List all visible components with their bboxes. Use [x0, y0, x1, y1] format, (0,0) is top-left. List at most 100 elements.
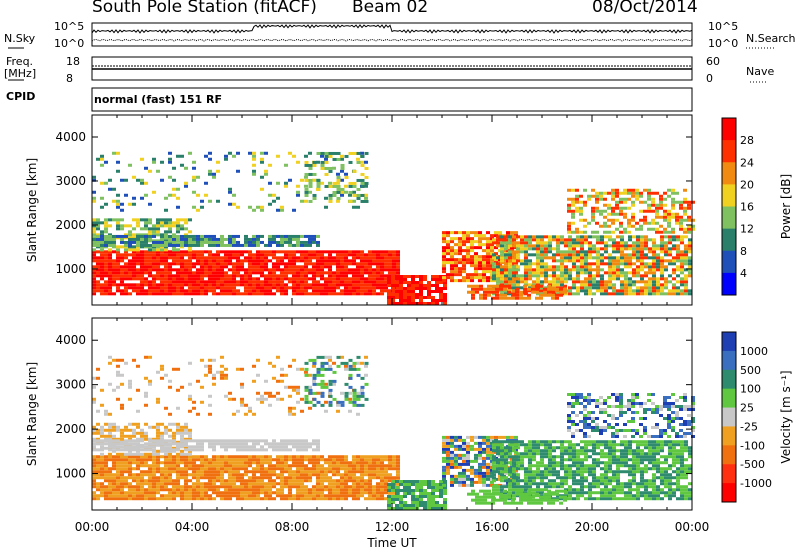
echo-cell [312, 193, 317, 197]
echo-cell [660, 274, 664, 278]
echo-cell [482, 267, 486, 271]
echo-cell [352, 485, 356, 489]
echo-cell [156, 488, 160, 492]
echo-cell [560, 238, 564, 242]
echo-cell [224, 292, 228, 296]
echo-cell [200, 286, 204, 290]
echo-cell [628, 256, 632, 260]
echo-cell [336, 151, 341, 155]
echo-cell [588, 241, 592, 245]
echo-cell [364, 268, 368, 272]
echo-cell [128, 262, 132, 266]
echo-cell [627, 197, 631, 201]
echo-cell [659, 200, 663, 204]
echo-cell [627, 224, 631, 228]
echo-cell [446, 234, 450, 238]
echo-cell [680, 253, 684, 257]
echo-cell [168, 157, 172, 161]
echo-cell [675, 212, 679, 216]
echo-cell [160, 250, 164, 254]
echo-cell [592, 262, 596, 266]
echo-cell [384, 491, 388, 495]
echo-cell [280, 373, 284, 377]
echo-cell [680, 265, 684, 269]
echo-cell [280, 292, 284, 296]
echo-cell [672, 277, 676, 281]
echo-cell [316, 467, 320, 471]
echo-cell [176, 262, 180, 266]
echo-cell [164, 473, 168, 477]
echo-cell [583, 224, 587, 228]
echo-cell [288, 268, 292, 272]
echo-cell [372, 485, 376, 489]
echo-cell [651, 227, 655, 231]
echo-cell [116, 205, 120, 209]
echo-cell [659, 197, 663, 201]
echo-cell [596, 274, 600, 278]
echo-cell [304, 485, 308, 489]
echo-cell [352, 494, 356, 498]
echo-cell [344, 154, 349, 158]
echo-cell [328, 265, 332, 269]
echo-cell [164, 196, 168, 200]
echo-cell [292, 464, 296, 468]
echo-cell [160, 240, 164, 244]
echo-cell [280, 277, 284, 281]
echo-cell [435, 275, 439, 278]
echo-cell [300, 234, 304, 238]
echo-cell [316, 442, 320, 446]
echo-cell [328, 154, 333, 158]
echo-cell [108, 467, 112, 471]
echo-cell [470, 231, 474, 235]
echo-cell [148, 259, 152, 263]
echo-cell [200, 237, 204, 241]
echo-cell [180, 271, 184, 275]
echo-cell [384, 250, 388, 254]
echo-cell [356, 289, 360, 293]
echo-cell [244, 442, 248, 446]
echo-cell [320, 464, 324, 468]
echo-cell [212, 240, 216, 244]
echo-cell [320, 271, 324, 275]
echo-cell [632, 235, 636, 239]
echo-cell [224, 286, 228, 290]
echo-cell [188, 467, 192, 471]
echo-cell [136, 262, 140, 266]
echo-cell [100, 442, 104, 446]
echo-cell [128, 274, 132, 278]
echo-cell [640, 259, 644, 263]
echo-cell [136, 494, 140, 498]
echo-cell [92, 445, 96, 449]
echo-cell [168, 277, 172, 281]
echo-cell [200, 467, 204, 471]
echo-cell [635, 227, 639, 231]
echo-cell [272, 292, 276, 296]
echo-cell [308, 494, 312, 498]
echo-cell [128, 464, 132, 468]
echo-cell [399, 296, 403, 299]
echo-cell [580, 280, 584, 284]
echo-cell [304, 256, 308, 260]
echo-cell [659, 206, 663, 210]
echo-cell [168, 488, 172, 492]
echo-cell [156, 239, 160, 243]
echo-cell [288, 485, 292, 489]
echo-cell [108, 382, 112, 386]
echo-cell [188, 237, 192, 241]
echo-cell [442, 258, 446, 262]
echo-cell [196, 280, 200, 284]
echo-cell [232, 482, 236, 486]
echo-cell [328, 476, 332, 480]
echo-cell [380, 461, 384, 465]
echo-cell [108, 488, 112, 492]
echo-cell [168, 253, 172, 257]
echo-cell [296, 458, 300, 462]
echo-cell [584, 268, 588, 272]
echo-cell [528, 283, 532, 287]
echo-cell [623, 230, 627, 234]
echo-cell [656, 277, 660, 281]
echo-cell [120, 259, 124, 263]
echo-cell [208, 151, 212, 155]
echo-cell [264, 391, 268, 395]
echo-cell [419, 293, 423, 296]
